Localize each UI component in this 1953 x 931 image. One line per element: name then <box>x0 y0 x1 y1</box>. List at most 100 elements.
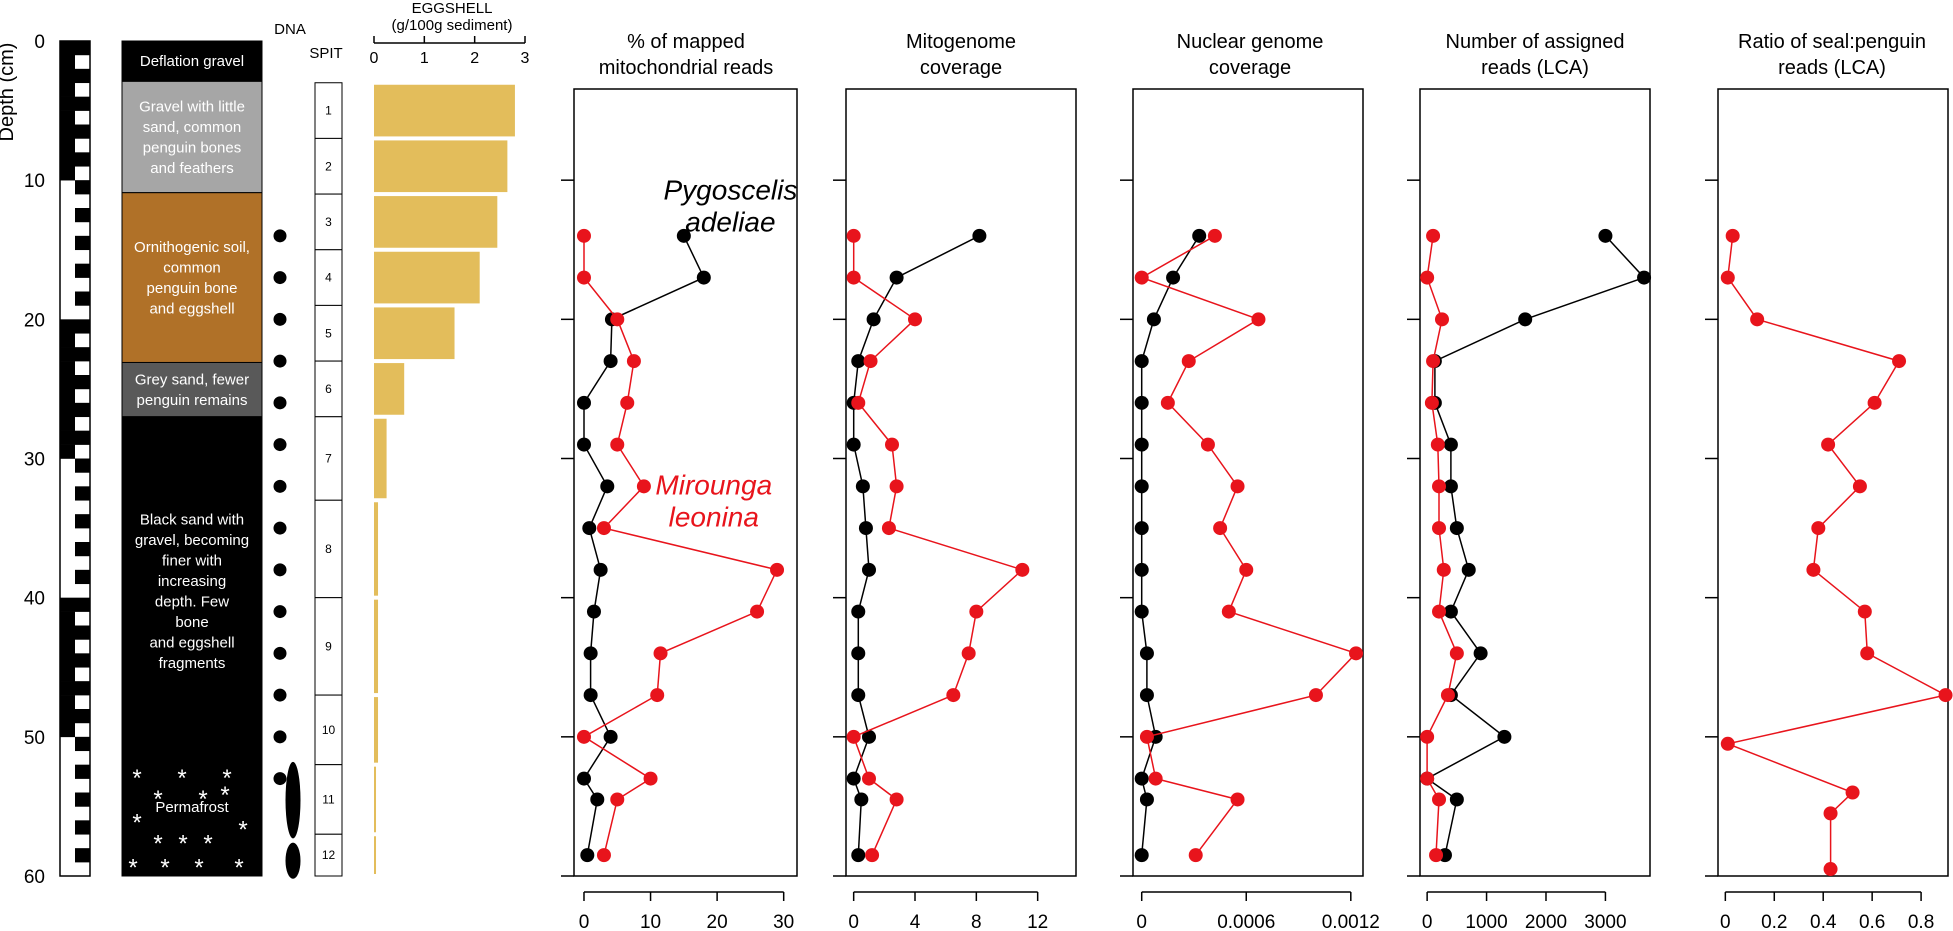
series-line <box>1139 235 1358 856</box>
strat-unit <box>121 765 263 877</box>
depth-tick-label: 60 <box>24 867 45 888</box>
data-point <box>596 521 611 536</box>
data-point <box>969 604 984 619</box>
panel-title: Nuclear genome coverage <box>1177 31 1324 79</box>
permafrost-asterisk: * <box>132 765 141 792</box>
scale-bar-segment <box>60 82 75 97</box>
dna-sample-dot <box>273 688 287 702</box>
panel-x-tick-label: 12 <box>1027 912 1048 931</box>
scale-bar-segment <box>75 235 90 251</box>
data-point <box>1426 228 1441 243</box>
scale-bar-segment <box>75 96 90 111</box>
data-point <box>972 228 987 243</box>
data-point <box>603 729 618 744</box>
eggshell-tick-label: 2 <box>470 50 479 67</box>
scale-bar-segment <box>60 639 75 654</box>
data-point <box>866 312 881 327</box>
data-point <box>846 771 861 786</box>
data-point <box>610 792 625 807</box>
scale-bar-segment <box>75 319 90 334</box>
permafrost-asterisk: * <box>198 786 207 813</box>
eggshell-bar <box>374 418 387 499</box>
data-point <box>1134 562 1149 577</box>
scale-bar-segment <box>75 597 90 612</box>
scale-bar-segment <box>60 152 75 167</box>
data-point <box>583 688 598 703</box>
seal-penguin-ratio-panel: Ratio of seal:penguin reads (LCA) 0 0.2 0.4 0… <box>1705 31 1953 931</box>
data-point <box>1134 437 1149 452</box>
permafrost-asterisk: * <box>177 765 186 792</box>
data-point <box>1430 437 1445 452</box>
scale-bar-segment <box>75 152 90 167</box>
scale-bar-segment <box>60 110 75 125</box>
data-point <box>1139 646 1154 661</box>
panel-frame <box>1717 88 1949 877</box>
data-point <box>1443 437 1458 452</box>
permafrost-asterisk: * <box>153 831 162 858</box>
spit-label: 6 <box>325 382 332 396</box>
data-point <box>1213 521 1228 536</box>
data-point <box>596 848 611 863</box>
permafrost-asterisk: * <box>220 782 229 809</box>
data-point <box>889 479 904 494</box>
strat-unit <box>121 416 263 767</box>
series-line <box>1725 235 1948 869</box>
dna-sample-dot <box>273 354 287 368</box>
data-point <box>593 562 608 577</box>
scale-bar-segment <box>75 820 90 835</box>
data-point <box>1134 604 1149 619</box>
data-point <box>1134 521 1149 536</box>
scale-bar-segment <box>75 291 90 306</box>
data-point <box>1720 736 1735 751</box>
data-point <box>770 562 785 577</box>
data-point <box>863 354 878 369</box>
data-point <box>862 562 876 577</box>
permafrost-asterisk: * <box>238 817 247 844</box>
eggshell-bar <box>374 599 379 694</box>
spit-label: 11 <box>322 792 335 806</box>
data-point <box>1134 270 1149 285</box>
strat-unit-label: Grey sand, fewer penguin remains <box>135 371 249 409</box>
dna-sample-dot <box>273 479 287 493</box>
data-point <box>1166 270 1181 285</box>
panel-x-tick-label: 0 <box>1422 912 1433 931</box>
panel-x-tick-label: 20 <box>707 912 728 931</box>
data-point <box>586 604 601 619</box>
panel-x-tick-label: 10 <box>640 912 661 931</box>
strat-unit-label: Permafrost <box>155 799 229 816</box>
eggshell-bar <box>374 307 455 360</box>
data-point <box>1750 312 1765 327</box>
eggshell-bar <box>374 140 508 193</box>
permafrost-asterisk: * <box>178 831 187 858</box>
panel-x-tick-label: 0 <box>848 912 859 931</box>
data-point <box>1806 562 1821 577</box>
data-point <box>946 688 961 703</box>
data-point <box>653 646 668 661</box>
panel-frame <box>1132 88 1364 877</box>
scale-bar-segment <box>75 653 90 668</box>
dna-sample-dot <box>273 521 287 535</box>
scale-bar-segment <box>75 68 90 84</box>
series-line <box>583 235 705 856</box>
data-point <box>610 312 625 327</box>
dna-sample-dot <box>273 730 287 744</box>
scale-bar-segment <box>60 430 75 445</box>
spit-label: 3 <box>325 215 332 229</box>
data-point <box>1852 479 1867 494</box>
data-point <box>1432 521 1447 536</box>
series-line <box>852 235 980 856</box>
panel-title: Mitogenome coverage <box>906 31 1016 79</box>
scale-bar-segment <box>60 54 75 70</box>
panel-x-tick-label: 0.8 <box>1908 912 1934 931</box>
data-point <box>858 521 873 536</box>
eggshell-title: EGGSHELL (g/100g sediment) <box>392 0 513 34</box>
data-point <box>1134 848 1149 863</box>
scale-bar-segment <box>75 514 90 529</box>
spit-box <box>314 249 343 306</box>
depth-axis-label: Depth (cm) <box>0 43 18 142</box>
scale-bar-segment <box>60 388 75 404</box>
eggshell-bar <box>374 251 480 304</box>
permafrost-asterisk: * <box>132 810 141 837</box>
